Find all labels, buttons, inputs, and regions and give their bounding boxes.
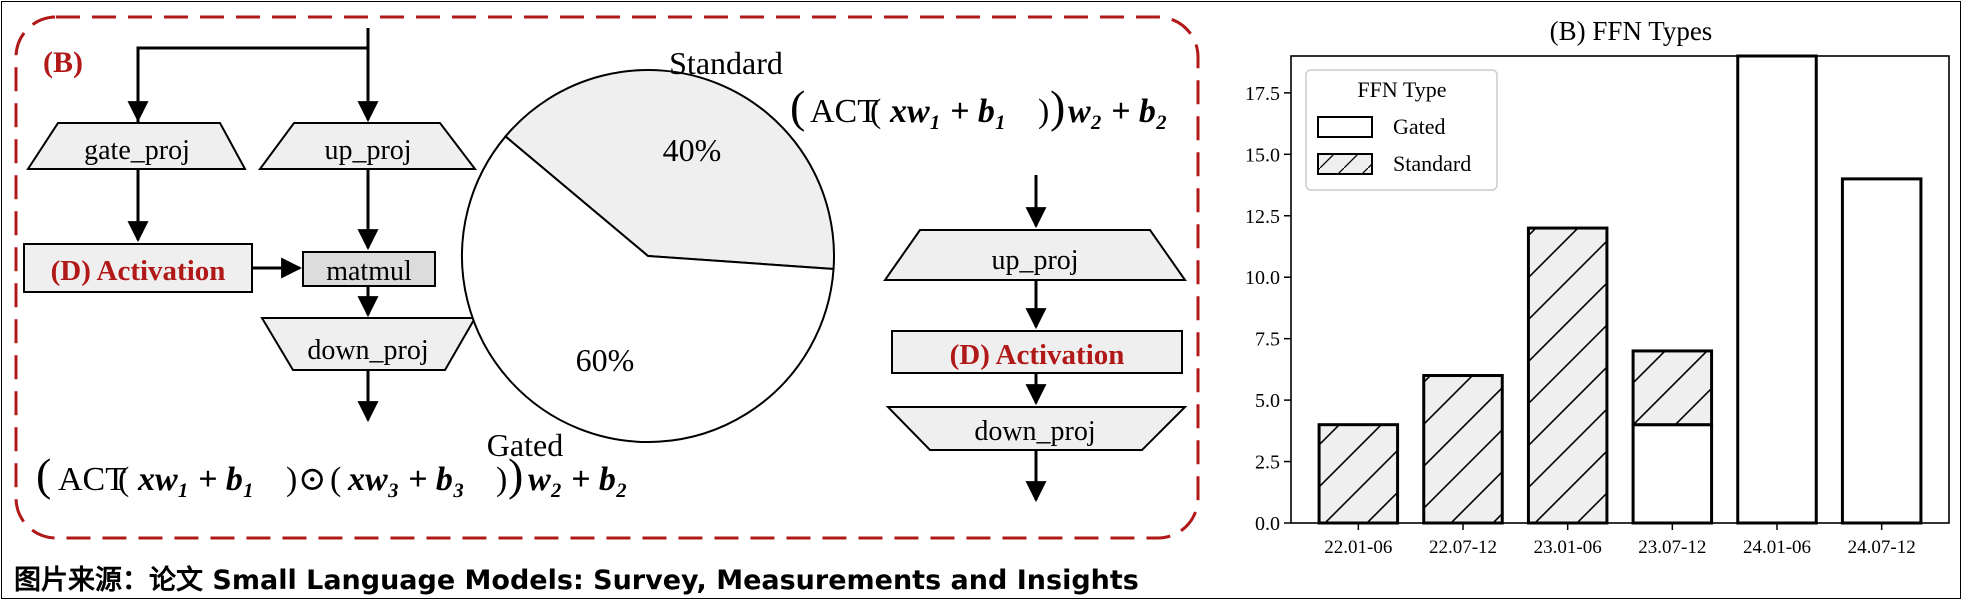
pie-value-gated: 60% [576,342,635,378]
std-down-proj-box [885,406,1188,451]
chart-legend: FFN Type Gated Standard [1305,69,1498,191]
gated-formula-rparen1: ) [286,461,297,498]
pie-slice-gated [461,135,835,443]
bar-standard-22.01-06 [1317,423,1400,525]
standard-formula-lparen: ( [870,93,881,130]
standard-formula-term: xw₁ + b₁ [889,93,1007,130]
standard-formula-rparen: ) [1038,93,1049,130]
gated-formula-lparen: ( [118,461,129,498]
chart-title: (B) FFN Types [1550,16,1713,46]
y-tick-label: 2.5 [1255,452,1280,474]
down-proj-label: down_proj [307,335,428,366]
gate-proj-label: gate_proj [84,135,190,166]
figure-caption: 图片来源：论文 Small Language Models: Survey, M… [14,565,1139,596]
legend-swatch-standard [1317,153,1373,175]
gated-activation-box [23,243,253,293]
chart-axes: 22.01-06 22.07-12 23.01-06 23.07-12 24.01-06… [1245,83,1916,558]
up-proj-box [258,122,478,170]
chart-bars [1317,54,1923,525]
std-activation-label: (D) Activation [950,339,1125,371]
pie-label-gated: Gated [487,427,563,463]
gate-proj-box [26,122,247,170]
y-tick-label: 15.0 [1245,144,1280,166]
legend-title: FFN Type [1357,77,1446,102]
standard-formula-paren-close: ) [1050,81,1065,132]
y-tick-label: 17.5 [1245,83,1280,105]
down-proj-box [260,317,477,371]
gated-activation-label: (D) Activation [51,255,226,287]
pie-value-standard: 40% [663,132,722,168]
standard-formula-tail: w₂ + b₂ [1068,93,1168,130]
gated-formula-odot: ⊙ [298,461,327,498]
standard-formula-paren-open: ( [790,81,805,132]
gated-formula: ( ACT ( xw₁ + b₁ ) ⊙ ( xw₃ + b₃ ) ) w₂ +… [36,449,628,500]
legend-label-gated: Gated [1393,114,1446,139]
gated-formula-tail: w₂ + b₂ [528,461,628,498]
std-up-proj-box [883,229,1187,281]
x-tick-label: 23.01-06 [1534,537,1602,558]
y-tick-label: 12.5 [1245,206,1280,228]
x-tick-label: 23.07-12 [1638,537,1706,558]
pie-label-standard: Standard [669,45,783,81]
legend-swatch-gated [1317,116,1373,138]
gated-formula-rparen2: ) [496,461,507,498]
y-tick-label: 0.0 [1255,513,1280,535]
matmul-box [302,251,436,287]
input-routing-line [136,46,368,126]
ffn-diagram: (B) gate_proj up_proj (D) Activation mat… [14,15,1200,540]
standard-formula: ( ACT ( xw₁ + b₁ ) ) w₂ + b₂ [790,81,1168,132]
y-tick-label: 7.5 [1255,329,1280,351]
bar-standard-22.07-12 [1422,374,1504,525]
gated-formula-lparen2: ( [330,461,341,498]
matmul-label: matmul [326,256,412,287]
std-up-proj-label: up_proj [991,245,1078,276]
bar-standard-23.07-12 [1631,349,1714,427]
ffn-types-bar-chart: (B) FFN Types 22.01-06 22.07-12 23.01-06 23… [1245,16,1950,558]
y-tick-label: 5.0 [1255,390,1280,412]
std-down-proj-label: down_proj [974,416,1095,447]
standard-formula-act: ACT [810,93,878,130]
x-tick-label: 24.01-06 [1743,537,1811,558]
gated-formula-act: ACT [58,461,126,498]
bar-gated-24.01-06 [1736,54,1818,525]
bar-gated-24.07-12 [1840,177,1923,525]
gated-formula-paren-open: ( [36,449,51,500]
diagram-dashed-border [14,15,1200,540]
y-tick-label: 10.0 [1245,267,1280,289]
plot-area-frame [1290,55,1950,524]
gated-formula-paren-close: ) [508,449,523,500]
panel-label: (B) [43,46,83,79]
ffn-type-pie [461,69,835,443]
x-tick-label: 22.01-06 [1324,537,1392,558]
bar-standard-23.01-06 [1526,226,1609,525]
x-tick-label: 24.07-12 [1848,537,1916,558]
x-tick-label: 22.07-12 [1429,537,1497,558]
bar-gated-23.07-12 [1631,423,1714,525]
legend-label-standard: Standard [1393,151,1471,176]
up-proj-label: up_proj [324,135,411,166]
gated-formula-term2: xw₃ + b₃ [347,461,465,498]
gated-formula-term1: xw₁ + b₁ [137,461,255,498]
pie-slice-standard [504,69,835,271]
